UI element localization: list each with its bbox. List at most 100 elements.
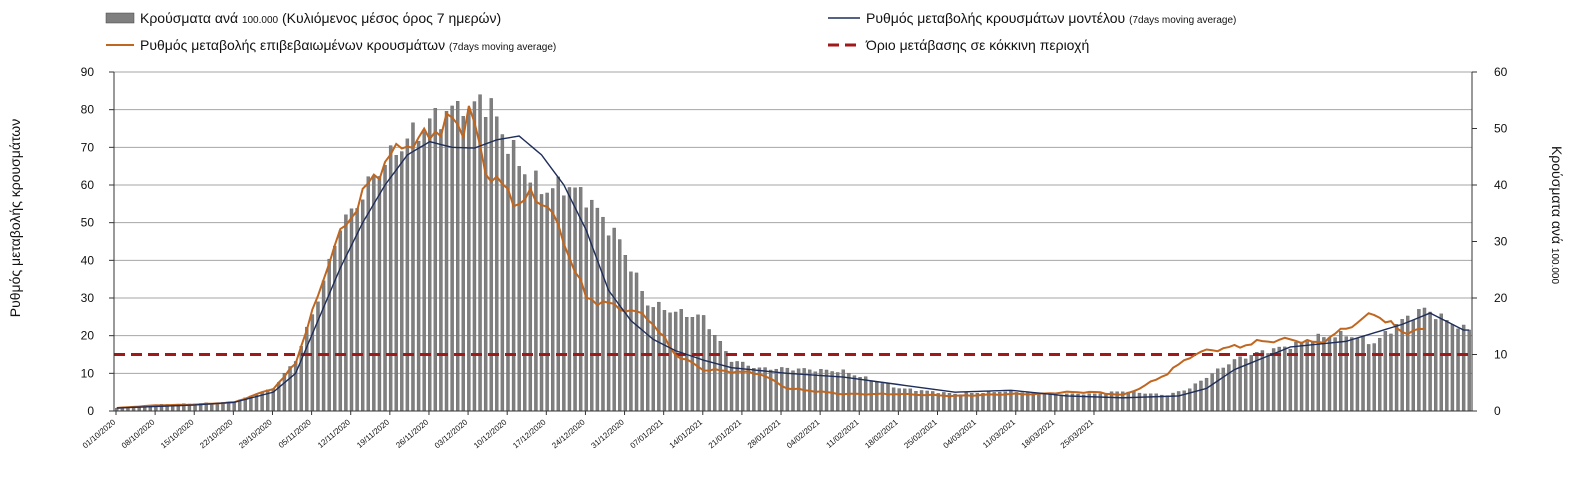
bar [539,194,544,412]
bar [1355,338,1360,412]
bar [400,151,404,412]
right-tick-label: 50 [1494,122,1508,136]
bar [1417,309,1421,412]
bar [1210,373,1214,412]
bar [668,312,672,412]
bar [349,208,354,412]
bar [405,138,410,412]
bar [1271,348,1276,412]
bar [1322,337,1326,412]
bar [590,199,594,412]
x-tick-label: 17/12/2020 [511,417,548,450]
bar [310,314,315,412]
bar [1204,377,1209,412]
bar [919,390,924,412]
bar [467,109,471,412]
bar [774,368,778,412]
bar [1299,341,1304,412]
left-axis-ticks: 0 10 20 30 40 50 60 70 80 90 [81,65,114,418]
bar [685,317,689,412]
x-tick-label: 01/10/2020 [81,417,118,450]
right-tick-label: 60 [1494,65,1508,79]
x-tick-label: 21/01/2021 [707,417,744,450]
bar [1216,368,1220,412]
bar [551,188,555,412]
bar [338,230,343,412]
bar [606,235,611,412]
bar [567,187,572,412]
bar [305,326,309,412]
bar [288,366,292,412]
right-tick-label: 10 [1494,348,1508,362]
bar [925,390,929,412]
x-tick-label: 19/11/2020 [355,417,391,450]
bar [1031,392,1035,412]
bar [1433,319,1438,412]
bar [1037,394,1041,412]
bar [886,383,890,412]
bar [321,280,326,412]
bar [1406,315,1410,412]
bar [1137,392,1142,412]
bar [394,155,398,412]
bar [612,227,616,412]
bar [679,309,683,412]
bar [483,117,488,412]
bar [1126,391,1130,412]
x-tick-label: 11/02/2021 [825,417,861,450]
bar [428,118,432,412]
bar [450,105,454,412]
bar [780,367,784,412]
bar [1232,359,1237,412]
bar [1221,367,1226,412]
x-tick-label: 07/01/2021 [628,417,665,450]
right-axis-ticks: 0 10 20 30 40 50 60 [1472,65,1508,418]
bar [875,381,879,412]
x-tick-label: 28/01/2021 [746,417,783,450]
legend-confirmed-label: Ρυθμός μεταβολής επιβεβαιωμένων κρουσμάτ… [140,37,556,53]
bar [718,341,723,412]
bar [701,315,706,412]
bar [1461,324,1466,412]
bar [1361,336,1365,412]
bar [444,111,449,412]
bar [836,372,840,412]
right-tick-label: 30 [1494,235,1508,249]
bar [584,207,588,412]
bar [1411,320,1416,412]
bar [847,373,851,412]
bar [1316,333,1321,412]
bar [1305,341,1309,412]
bar [1344,336,1348,412]
bar [908,388,913,412]
line-series [116,105,1470,409]
bar [724,351,728,412]
right-axis-title: Κρούσματα ανά 100.000 [1549,146,1565,285]
x-tick-label: 12/11/2020 [316,417,352,450]
right-tick-label: 20 [1494,291,1508,305]
left-tick-label: 40 [81,253,95,267]
x-tick-label: 18/02/2021 [863,417,900,450]
x-tick-label: 26/11/2020 [394,417,430,450]
left-tick-label: 0 [87,404,94,418]
bar [1389,333,1393,412]
x-tick-label: 05/11/2020 [277,417,313,450]
bar [1104,393,1108,412]
bar [1059,394,1063,412]
bar [1350,337,1354,412]
bar [1132,391,1136,412]
bar [1266,353,1270,412]
x-tick-label: 25/02/2021 [902,417,939,450]
left-tick-label: 20 [81,329,95,343]
bar [327,258,331,412]
bar [1260,350,1265,412]
bar [662,310,667,412]
bar [595,207,600,412]
bar [713,334,717,412]
bar [696,314,700,412]
bar [461,116,465,412]
bar [439,129,443,412]
legend-bars-label: Κρούσματα ανά 100.000 (Κυλιόμενος μέσος … [140,10,501,26]
bar [1327,337,1332,412]
x-tick-label: 04/02/2021 [785,417,822,450]
